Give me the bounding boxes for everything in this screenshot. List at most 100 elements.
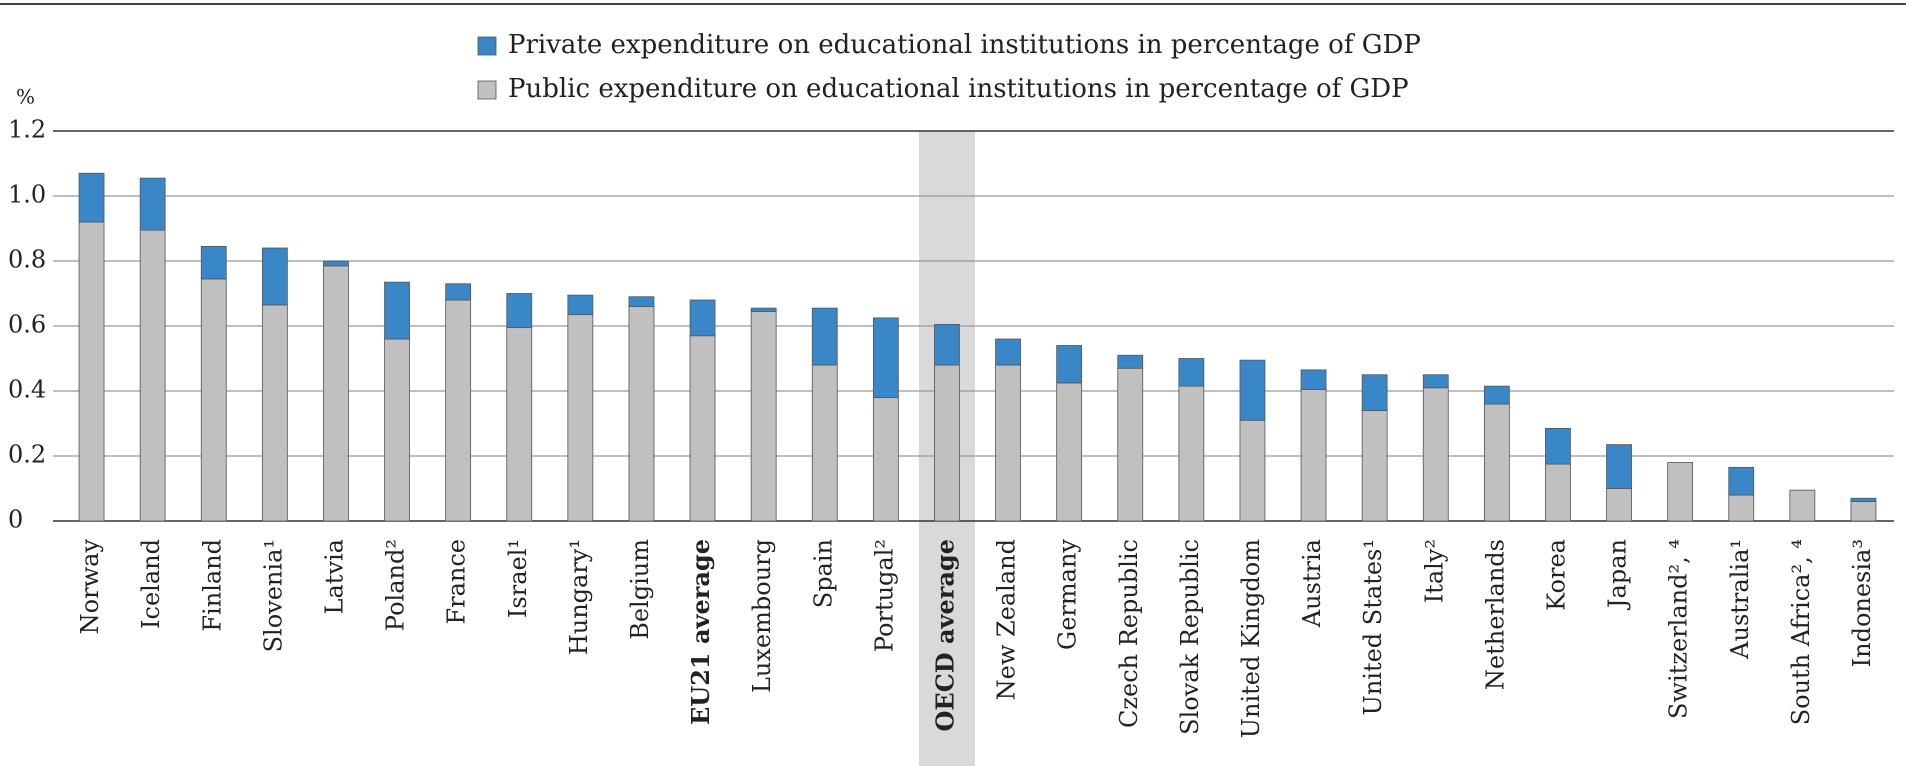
x-tick-label: Australia¹ [1726,539,1754,660]
x-tick-label: Austria [1298,539,1326,628]
bar-segment [1300,369,1327,390]
bar-segment [811,307,838,366]
x-tick-label: Switzerland², ⁴ [1665,539,1693,719]
bar-segment [995,338,1021,366]
bar-segment [506,327,533,522]
bar-segment [1850,497,1877,502]
bar-segment [1483,385,1510,405]
bar-segment [1789,489,1816,522]
bar-segment [689,299,716,337]
bar-segment [1850,501,1877,522]
bar-segment [1117,354,1144,369]
y-axis-label: % [16,85,35,109]
x-tick-label: Indonesia³ [1848,539,1876,667]
bar-segment [1239,359,1266,421]
bar-segment [200,278,227,522]
bar-segment [1606,444,1632,489]
bar-segment [995,364,1021,522]
bar-segment [1117,367,1144,522]
bar-segment [261,247,288,306]
bar-segment [445,299,472,522]
bar-segment [811,364,838,522]
y-tick-label: 0.6 [8,311,46,339]
bar-segment [445,283,472,301]
x-tick-label: Slovenia¹ [259,539,287,652]
bar-segment [750,307,777,312]
bar-segment [567,294,594,316]
bar-segment [1667,462,1694,522]
x-tick-label: Hungary¹ [565,539,593,655]
y-tick-label: 1.0 [8,181,46,209]
bar-segment [1483,403,1510,522]
bar-segment [1361,410,1388,522]
bar-segment [750,310,777,522]
legend-label: Public expenditure on educational instit… [508,74,1409,104]
y-tick-label: 0.8 [8,246,46,274]
bar-segment [1056,382,1083,522]
bar-segment [1606,488,1632,522]
bar-segment [1056,345,1083,384]
bar-segment [1178,385,1205,522]
bar-segment [261,304,288,522]
bar-segment [1545,427,1571,465]
bar-segment [934,364,960,522]
bar-segment [200,245,227,280]
bar-segment [139,177,166,231]
bar-segment [1422,387,1449,522]
bar-segment [1239,419,1266,522]
x-tick-label: EU21 average [686,539,715,725]
bar-segment [872,317,899,398]
x-tick-label: Finland [198,539,226,632]
x-tick-label: Italy² [1420,539,1448,603]
x-tick-label: Germany [1054,539,1082,650]
y-tick-label: 0.4 [8,376,46,404]
bar-segment [1361,374,1388,411]
y-tick-label: 1.2 [8,116,46,144]
bar-segment [1728,466,1755,496]
x-tick-label: Norway [76,539,104,635]
y-tick-label: 0 [8,506,23,534]
bar-segment [689,335,716,522]
bar-segment [628,296,655,307]
x-tick-label: Belgium [626,539,654,640]
x-tick-label: Czech Republic [1115,539,1143,728]
legend-label: Private expenditure on educational insti… [508,30,1421,60]
x-tick-label: United States¹ [1359,539,1387,715]
x-tick-label: New Zealand [993,539,1021,700]
x-tick-label: Korea [1542,539,1570,611]
bar-segment [323,265,349,522]
bar-segment [78,221,105,522]
bar-segment [1178,358,1205,387]
x-tick-label: United Kingdom [1237,539,1265,738]
bar-segment [872,397,899,522]
bar-segment [384,281,410,340]
bar-segment [1545,463,1571,522]
x-tick-label: Latvia [320,539,348,614]
bar-segment [139,229,166,522]
bar-segment [1728,494,1755,522]
x-tick-label: Portugal² [870,539,898,652]
bar-segment [506,293,533,329]
x-tick-label: South Africa², ⁴ [1787,539,1815,725]
x-tick-label: Israel¹ [504,539,532,618]
bar-segment [628,306,655,522]
x-tick-label: France [443,539,471,625]
x-tick-label: Iceland [137,539,165,629]
legend-swatch [477,80,497,100]
x-tick-label: Japan [1604,539,1632,611]
x-tick-label: Netherlands [1481,539,1509,690]
bar-segment [384,338,410,522]
x-tick-label: Luxembourg [748,539,776,693]
x-tick-label: Spain [809,539,837,608]
y-tick-label: 0.2 [8,441,46,469]
x-tick-label: OECD average [930,539,959,731]
bar-segment [1422,374,1449,389]
bar-segment [323,260,349,267]
bar-segment [78,172,105,223]
x-tick-label: Poland² [382,539,410,631]
bar-segment [567,314,594,522]
legend-swatch [477,36,497,56]
bar-segment [1300,388,1327,522]
bar-segment [934,323,960,366]
